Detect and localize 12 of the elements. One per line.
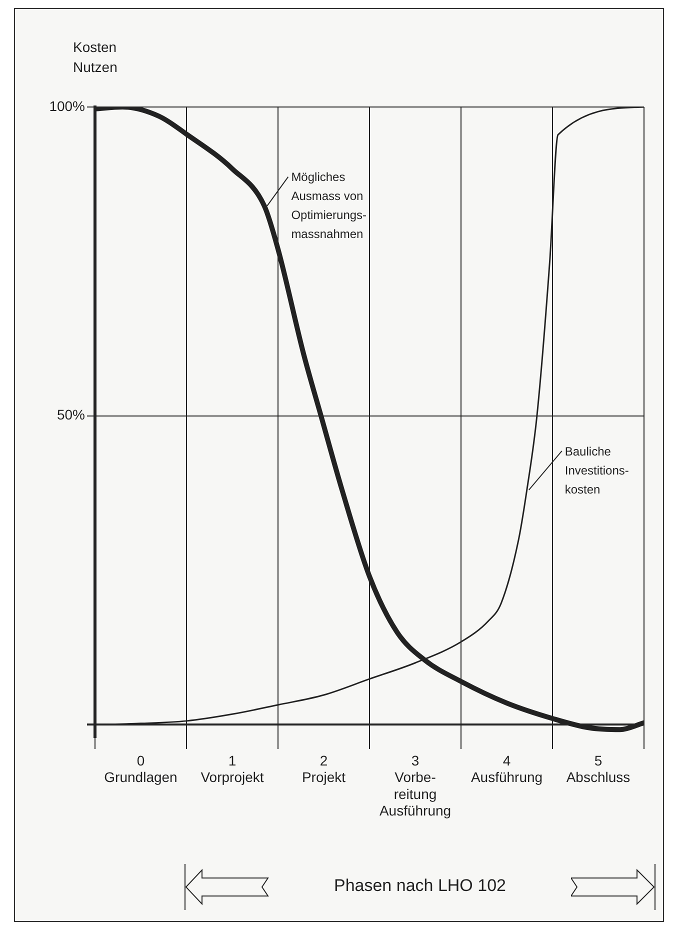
x-tick-label: 3 Vorbe- reitung Ausführung <box>379 752 452 819</box>
y-tick-label: 100% <box>49 98 85 114</box>
annotation: Mögliches Ausmass von Optimierungs- massnahmen <box>291 170 367 242</box>
x-tick-label: 1 Vorprojekt <box>200 752 264 786</box>
annotation: Bauliche Investitions- kosten <box>564 444 629 496</box>
text: Phasen nach LHO 102 <box>332 876 507 896</box>
y-tick-label: 50% <box>56 406 85 423</box>
y-axis-title: Kosten Nutzen <box>73 38 118 77</box>
x-tick-label: 0 Grundlagen <box>104 752 178 786</box>
x-tick-label: 4 Ausführung <box>470 752 543 786</box>
x-tick-label: 5 Abschluss <box>566 752 630 786</box>
x-tick-label: 2 Projekt <box>302 752 346 786</box>
